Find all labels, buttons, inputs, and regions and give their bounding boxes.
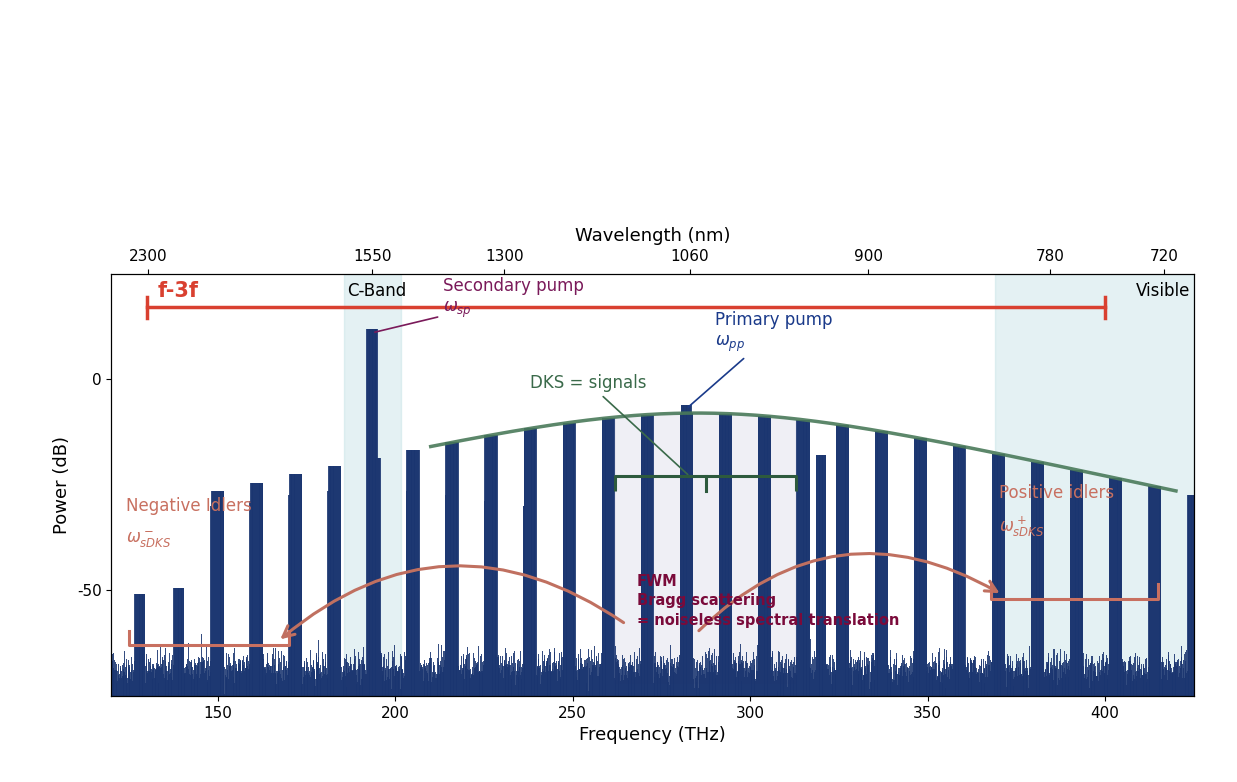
Text: Secondary pump
$\omega_{sp}$: Secondary pump $\omega_{sp}$ (375, 278, 584, 332)
Text: Negative Idlers: Negative Idlers (125, 497, 251, 515)
Polygon shape (615, 413, 797, 683)
X-axis label: Frequency (THz): Frequency (THz) (579, 726, 726, 744)
Text: Visible: Visible (1136, 282, 1190, 300)
Text: $\omega^-_{sDKS}$: $\omega^-_{sDKS}$ (125, 529, 171, 551)
X-axis label: Wavelength (nm): Wavelength (nm) (575, 227, 730, 245)
Bar (344, 274, 401, 696)
Text: f-3f: f-3f (157, 282, 198, 301)
Text: DKS = signals: DKS = signals (531, 374, 688, 475)
Text: $\omega^+_{sDKS}$: $\omega^+_{sDKS}$ (998, 515, 1044, 540)
Text: Primary pump
$\omega_{pp}$: Primary pump $\omega_{pp}$ (688, 311, 833, 407)
Text: FWM
Bragg scattering
= noiseless spectral translation: FWM Bragg scattering = noiseless spectra… (637, 573, 899, 628)
Y-axis label: Power (dB): Power (dB) (53, 436, 72, 534)
Text: Positive idlers: Positive idlers (998, 484, 1113, 502)
Text: C-Band: C-Band (348, 282, 407, 300)
Bar (995, 274, 1194, 696)
